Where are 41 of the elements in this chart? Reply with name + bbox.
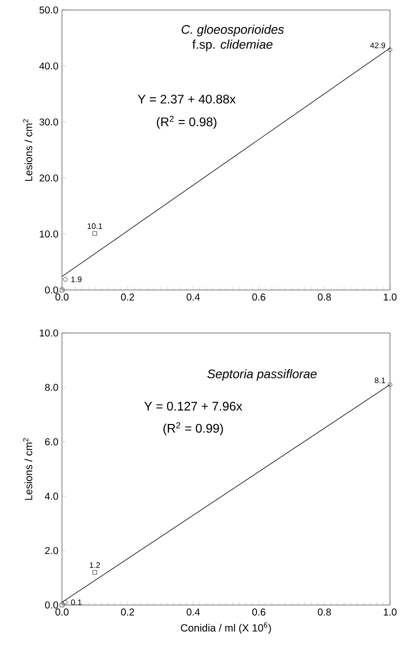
point — [63, 277, 68, 282]
y-tick-label: 10.0 — [40, 329, 58, 337]
y-tick-label: 20.0 — [40, 174, 58, 182]
annotation: Y = 2.37 + 40.88x — [138, 94, 236, 104]
point — [92, 231, 97, 236]
y-tick-label: 30.0 — [39, 118, 58, 126]
y-tick-label: 50.0 — [39, 6, 58, 14]
annotation: Y = 0.127 + 7.96x — [144, 402, 242, 411]
x-tick-label: 0.4 — [186, 608, 200, 616]
x-axis-title: Conidia / ml (X 10$^{6}$) — [180, 622, 271, 634]
x-tick-label: 0.6 — [252, 608, 266, 616]
y-axis-title: Lesions / cm$^{2}$ — [23, 119, 32, 181]
x-tick-label: 1.0 — [384, 294, 397, 301]
x-tick-label: 0.6 — [252, 294, 266, 301]
x-tick-label: 1.0 — [384, 608, 397, 616]
x-tick-label: 0.2 — [121, 608, 134, 616]
text: Septoria passiflorae — [207, 369, 317, 381]
annotation: (R$^{2}$ = 0.99) — [163, 422, 223, 436]
point — [63, 600, 68, 604]
x-tick-label: 0.8 — [318, 608, 331, 616]
point — [60, 602, 64, 608]
y-tick-label: 4.0 — [44, 492, 58, 500]
text: C. gloeosporioides — [182, 24, 284, 36]
x-tick-label: 0.4 — [186, 294, 200, 301]
y-axis-title: Lesions / cm$^{2}$ — [23, 438, 32, 500]
y-tick-label: 0.0 — [45, 286, 58, 294]
x-tick-label: 0.0 — [55, 608, 69, 616]
x-tick-label: 0.0 — [55, 294, 69, 301]
point — [60, 288, 64, 292]
y-tick-label: 6.0 — [45, 438, 58, 446]
annotation: (R$^{2}$ = 0.98) — [156, 116, 216, 129]
y-tick-label: 40.0 — [39, 62, 58, 70]
x-tick-label: 0.2 — [121, 294, 134, 301]
x-tick-label: 0.8 — [318, 294, 331, 301]
text: f.sp. clidemiae — [192, 40, 272, 52]
y-tick-label: 2.0 — [45, 547, 58, 554]
y-tick-label: 10.0 — [40, 230, 58, 238]
point — [388, 48, 392, 52]
y-tick-label: 0.0 — [45, 601, 58, 609]
y-tick-label: 8.0 — [45, 384, 58, 391]
point — [92, 570, 97, 575]
